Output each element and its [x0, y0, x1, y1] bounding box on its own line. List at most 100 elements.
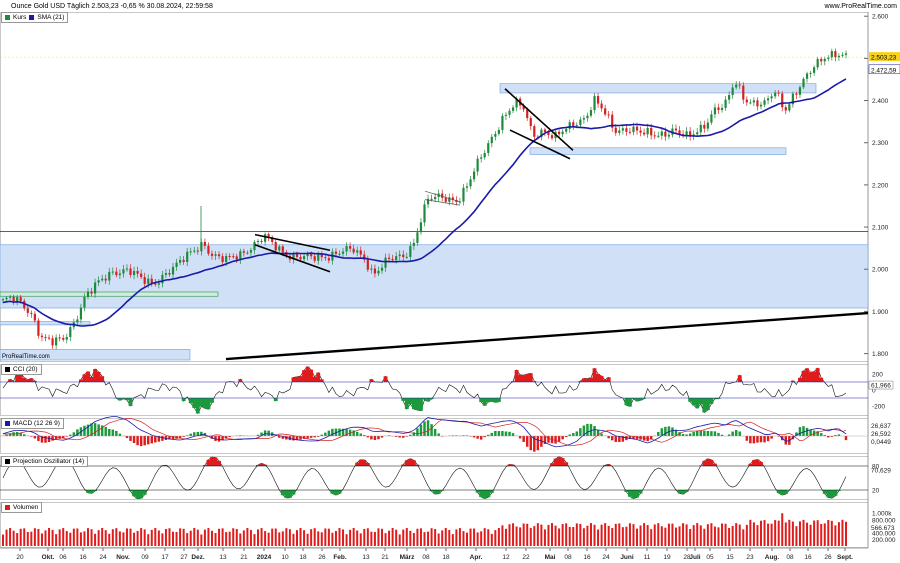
volume-bar — [759, 520, 762, 546]
candle-body — [320, 254, 323, 258]
xtick-label-41: Sept. — [837, 554, 853, 561]
candle-body — [565, 128, 568, 132]
candle-body — [377, 270, 380, 274]
volume-bar — [94, 533, 97, 546]
volume-bar — [214, 533, 217, 546]
candle-body — [572, 122, 575, 126]
candle-body — [448, 197, 451, 202]
volume-bar — [770, 523, 773, 546]
candle-body — [494, 133, 497, 137]
volume-bar — [182, 528, 185, 546]
candle-body — [370, 268, 373, 270]
candle-body — [409, 245, 412, 257]
candle-body — [515, 98, 518, 108]
candle-body — [586, 115, 589, 119]
macd-line — [2, 416, 847, 448]
flag-lower — [254, 244, 331, 273]
candle-body — [720, 107, 724, 110]
candle-body — [132, 270, 136, 275]
macd-value-1: 26,592 — [871, 431, 891, 438]
volume-bar — [458, 528, 461, 546]
volume-bar — [512, 523, 515, 546]
candle-body — [678, 130, 681, 135]
volume-bar — [466, 532, 469, 546]
volume-bar — [713, 526, 716, 546]
candle-body — [550, 135, 554, 139]
small-zone — [0, 321, 91, 326]
volume-bar — [260, 528, 263, 546]
candle-body — [168, 273, 171, 275]
candle-body — [221, 256, 224, 263]
volume-bar — [257, 529, 260, 546]
volume-bar — [118, 531, 121, 546]
volume-bar — [412, 533, 415, 546]
candle-body — [366, 259, 369, 270]
volume-bar — [427, 531, 430, 546]
volume-bar — [111, 529, 114, 546]
candle-body — [274, 241, 277, 251]
volume-bar — [777, 520, 780, 546]
sma-price-label: 2.472,59 — [871, 67, 897, 74]
volume-bar — [345, 534, 348, 546]
candle-body — [334, 251, 338, 254]
volume-bar — [295, 530, 298, 546]
last-price-tag — [869, 52, 900, 62]
volume-bar — [239, 533, 242, 546]
candle-body — [547, 132, 550, 136]
candle-body — [150, 278, 153, 284]
volume-bar — [774, 520, 777, 546]
candle-body — [359, 250, 362, 255]
volume-bar — [136, 531, 139, 546]
candle-body — [625, 128, 628, 132]
volume-bar — [172, 531, 175, 546]
candle-body — [147, 278, 150, 284]
candle-body — [101, 278, 104, 281]
candle-body — [632, 126, 635, 133]
volume-bar — [405, 528, 408, 546]
volume-bar — [129, 528, 132, 546]
site-label[interactable]: www.ProRealTime.com — [824, 3, 897, 10]
candle-body — [770, 96, 773, 99]
volume-bar — [434, 529, 437, 546]
volume-bar — [409, 530, 412, 546]
candle-body — [805, 73, 809, 79]
volume-bar — [62, 528, 65, 546]
volume-bar — [597, 529, 600, 546]
candle-body — [639, 130, 642, 133]
volume-bar — [299, 527, 302, 546]
candle-body — [614, 127, 617, 133]
volume-bar — [313, 528, 316, 546]
candle-body — [738, 84, 741, 86]
candle-body — [759, 104, 763, 107]
volume-bar — [639, 525, 642, 546]
candle-body — [398, 254, 401, 257]
volume-bar — [104, 530, 107, 546]
candle-body — [164, 273, 168, 275]
volume-bar — [164, 528, 167, 546]
candle-body — [472, 171, 476, 180]
volume-bar — [140, 528, 143, 546]
cci-value-label: 61,966 — [871, 383, 891, 390]
volume-bar — [278, 532, 281, 546]
candle-body — [108, 271, 111, 281]
volume-bar — [271, 528, 274, 546]
xtick-label-30: 11 — [644, 554, 651, 561]
xtick-label-11: 21 — [240, 554, 248, 561]
xtick-label-0: 20 — [16, 554, 24, 561]
candle-body — [820, 58, 823, 62]
candle-body — [543, 129, 547, 133]
candle-body — [140, 273, 143, 278]
volume-bar — [703, 528, 706, 546]
candle-body — [104, 278, 107, 281]
candle-body — [317, 254, 320, 261]
volume-bar — [763, 520, 766, 546]
xtick-label-35: 15 — [726, 554, 734, 561]
xtick-label-13: 10 — [281, 554, 289, 561]
volume-bar — [717, 527, 720, 546]
volume-bar — [830, 520, 833, 546]
candle-body — [650, 127, 653, 136]
volume-bar — [802, 519, 805, 546]
volume-bar — [249, 529, 252, 546]
volume-bar — [338, 528, 341, 546]
candle-body — [1, 299, 5, 301]
